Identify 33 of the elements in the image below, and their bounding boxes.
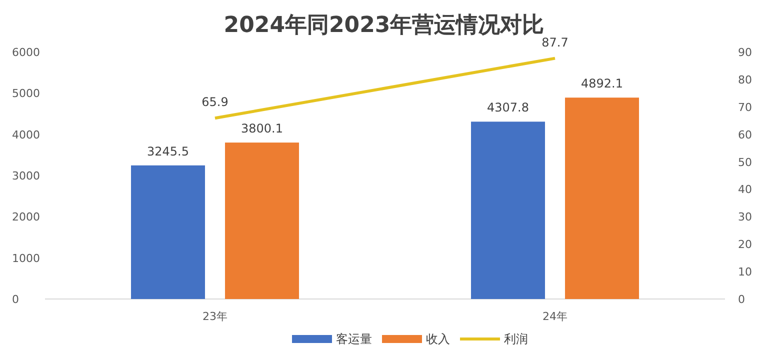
y2-tick-label: 40 [738,183,752,196]
data-label: 65.9 [202,95,228,110]
y-tick-label: 1000 [12,252,40,265]
y2-tick-label: 70 [738,100,752,114]
y-tick-label: 6000 [12,46,40,59]
data-label: 4892.1 [581,76,623,91]
legend-label: 利润 [504,332,528,346]
y2-tick-label: 0 [738,293,745,306]
bar [471,122,545,299]
y-tick-label: 0 [12,293,19,306]
y-tick-label: 5000 [12,87,40,100]
bar [131,165,205,299]
bar [225,142,299,299]
x-tick-label: 23年 [202,310,228,323]
y2-tick-label: 50 [738,156,752,169]
y2-tick-label: 80 [738,73,752,86]
y2-tick-label: 60 [738,128,752,142]
data-label: 3245.5 [147,144,189,158]
bar [565,98,639,299]
x-tick-label: 24年 [542,310,568,323]
legend-label: 收入 [426,332,450,346]
data-label: 4307.8 [487,100,529,115]
chart-title: 2024年同2023年营运情况对比 [224,13,544,38]
y-tick-label: 4000 [12,128,40,142]
y2-tick-label: 20 [738,238,752,252]
y2-tick-label: 10 [738,266,752,279]
data-label: 87.7 [542,35,568,50]
y-tick-label: 3000 [12,170,40,182]
y2-tick-label: 30 [738,210,752,224]
y-tick-label: 2000 [12,210,40,224]
y2-tick-label: 90 [738,46,752,59]
data-label: 3800.1 [241,122,283,136]
legend-label: 客运量 [336,332,372,346]
